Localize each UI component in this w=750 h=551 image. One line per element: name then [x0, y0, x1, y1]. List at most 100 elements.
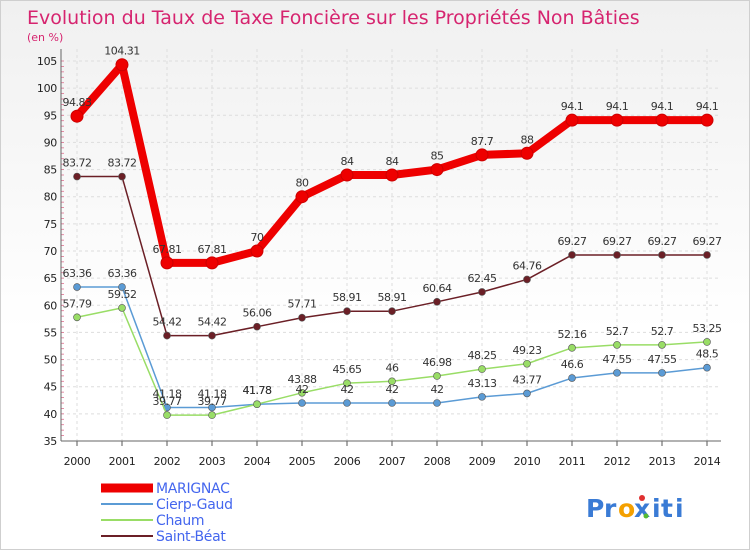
data-point-marignac	[655, 113, 669, 127]
data-point-marignac	[610, 113, 624, 127]
y-tick-label: 70	[44, 245, 58, 258]
data-label-saint-b-at: 54.42	[198, 316, 227, 329]
x-tick-label: 2004	[244, 455, 271, 468]
data-label-cierp-gaud: 63.36	[108, 267, 137, 280]
data-point-chaum	[433, 372, 441, 380]
data-label-saint-b-at: 83.72	[63, 157, 92, 170]
data-label-cierp-gaud: 43.77	[513, 373, 542, 386]
data-point-chaum	[343, 379, 351, 387]
data-point-marignac	[250, 244, 264, 258]
data-label-chaum: 46.98	[423, 356, 452, 369]
data-point-chaum	[118, 304, 126, 312]
data-point-chaum	[658, 341, 666, 349]
data-label-marignac: 67.81	[153, 243, 182, 256]
data-label-marignac: 104.31	[104, 45, 140, 58]
data-point-marignac	[430, 163, 444, 177]
x-tick-label: 2006	[334, 455, 361, 468]
data-point-saint-b-at	[253, 322, 261, 331]
y-tick-label: 45	[44, 381, 58, 394]
data-label-marignac: 88	[521, 133, 534, 146]
data-label-cierp-gaud: 41.18	[153, 387, 182, 400]
data-point-saint-b-at	[118, 172, 126, 181]
unit-label: (en %)	[27, 31, 63, 44]
data-point-cierp-gaud	[388, 399, 396, 407]
data-label-cierp-gaud: 42	[296, 383, 309, 396]
x-tick-label: 2014	[694, 455, 721, 468]
legend-label-cierp-gaud: Cierp-Gaud	[156, 497, 233, 513]
x-tick-label: 2002	[154, 455, 181, 468]
chart-title: Evolution du Taux de Taxe Foncière sur l…	[27, 7, 640, 29]
data-label-saint-b-at: 57.71	[288, 298, 317, 311]
data-point-chaum	[478, 365, 486, 373]
data-label-saint-b-at: 54.42	[153, 316, 182, 329]
data-label-marignac: 80	[296, 177, 309, 190]
y-tick-label: 85	[44, 164, 58, 177]
data-point-chaum	[703, 338, 711, 346]
data-label-marignac: 84	[341, 155, 354, 168]
data-point-chaum	[163, 411, 171, 419]
data-label-cierp-gaud: 47.55	[648, 353, 677, 366]
data-point-chaum	[298, 388, 306, 397]
data-point-saint-b-at	[658, 251, 666, 259]
data-label-chaum: 53.25	[693, 322, 722, 335]
data-point-chaum	[388, 377, 396, 386]
data-label-marignac: 87.7	[471, 135, 494, 148]
legend-label-chaum: Chaum	[156, 513, 204, 529]
data-label-cierp-gaud: 42	[341, 383, 354, 396]
data-point-cierp-gaud	[613, 369, 621, 377]
x-tick-label: 2011	[559, 455, 586, 468]
data-label-saint-b-at: 69.27	[693, 235, 722, 248]
data-label-cierp-gaud: 48.5	[696, 348, 719, 361]
data-point-saint-b-at	[703, 251, 711, 259]
data-label-saint-b-at: 83.72	[108, 157, 137, 170]
x-tick-label: 2009	[469, 455, 496, 468]
data-point-chaum	[523, 359, 531, 368]
data-point-saint-b-at	[433, 298, 441, 306]
data-label-chaum: 46	[386, 361, 399, 374]
data-point-chaum	[568, 344, 576, 352]
y-tick-label: 40	[44, 408, 58, 421]
series-cierp-gaud	[73, 283, 711, 412]
data-point-marignac	[160, 256, 174, 270]
data-point-marignac	[565, 113, 579, 127]
data-label-saint-b-at: 62.45	[468, 272, 497, 285]
y-tick-label: 55	[44, 326, 58, 339]
data-label-cierp-gaud: 47.55	[603, 353, 632, 366]
data-label-cierp-gaud: 42	[431, 383, 444, 396]
data-label-saint-b-at: 69.27	[603, 235, 632, 248]
data-label-marignac: 94.1	[651, 100, 674, 113]
data-point-cierp-gaud	[208, 403, 216, 412]
data-point-cierp-gaud	[703, 363, 711, 372]
data-labels: 94.83 104.31 67.81 67.81 70 80 84 84 85 87.7 88 94.…	[63, 45, 723, 408]
data-point-marignac	[520, 146, 534, 160]
data-point-cierp-gaud	[478, 393, 486, 401]
data-point-marignac	[115, 58, 129, 72]
y-tick-label: 80	[44, 191, 58, 204]
data-label-chaum: 49.23	[513, 344, 542, 357]
data-label-chaum: 52.7	[651, 325, 674, 338]
data-point-saint-b-at	[343, 307, 351, 316]
data-point-saint-b-at	[208, 331, 216, 340]
y-tick-label: 75	[44, 218, 58, 231]
data-label-saint-b-at: 56.06	[243, 307, 272, 320]
data-label-cierp-gaud: 41.78	[243, 384, 272, 397]
data-point-marignac	[475, 148, 489, 162]
legend-label-marignac: MARIGNAC	[156, 481, 230, 497]
y-tick-label: 65	[44, 272, 58, 285]
data-label-marignac: 85	[431, 150, 444, 163]
data-point-saint-b-at	[568, 251, 576, 259]
data-point-chaum	[253, 400, 261, 408]
y-tick-label: 60	[44, 299, 58, 312]
data-label-marignac: 84	[386, 155, 399, 168]
data-label-marignac: 67.81	[198, 243, 227, 256]
data-label-cierp-gaud: 42	[386, 383, 399, 396]
x-tick-label: 2001	[109, 455, 136, 468]
data-label-cierp-gaud: 41.18	[198, 387, 227, 400]
data-label-saint-b-at: 58.91	[333, 291, 362, 304]
data-label-chaum: 39.77	[153, 395, 182, 408]
y-tick-label: 35	[44, 435, 58, 448]
data-label-cierp-gaud: 63.36	[63, 267, 92, 280]
data-point-marignac	[205, 256, 219, 270]
data-point-chaum	[613, 341, 621, 349]
